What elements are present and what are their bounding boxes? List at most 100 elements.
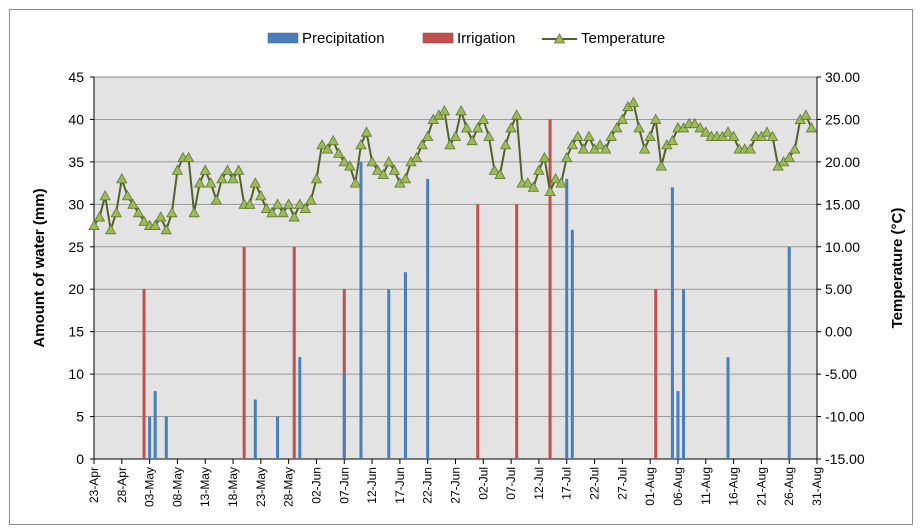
temperature-point bbox=[116, 173, 128, 184]
y-axis-title: Amount of water (mm) bbox=[31, 188, 48, 347]
x-tick-label: 23-May bbox=[254, 467, 268, 507]
temperature-point bbox=[216, 173, 228, 184]
x-tick-label: 23-Apr bbox=[87, 467, 101, 503]
precipitation-bar bbox=[387, 289, 391, 459]
legend-marker-temperature bbox=[553, 33, 566, 44]
temperature-point bbox=[210, 194, 223, 205]
temperature-point bbox=[522, 177, 534, 188]
precipitation-bar bbox=[148, 416, 152, 459]
x-tick-label: 12-Jul bbox=[532, 467, 546, 500]
x-tick-label: 02-Jun bbox=[309, 467, 323, 504]
temperature-point bbox=[688, 117, 701, 129]
precipitation-bar bbox=[359, 161, 363, 459]
temperature-point bbox=[583, 130, 595, 141]
temperature-point bbox=[121, 190, 134, 201]
temperature-point bbox=[533, 164, 545, 175]
temperature-point bbox=[366, 156, 378, 167]
temperature-point bbox=[149, 219, 161, 230]
temperature-point bbox=[594, 139, 606, 150]
y-tick-label: 15 bbox=[68, 324, 84, 340]
precipitation-bar bbox=[403, 272, 407, 459]
irrigation-bar bbox=[476, 204, 480, 459]
temperature-point bbox=[93, 211, 106, 222]
temperature-point bbox=[499, 139, 512, 150]
precipitation-bar bbox=[726, 357, 730, 459]
legend-swatch-precipitation bbox=[267, 32, 299, 44]
temperature-point bbox=[644, 130, 656, 141]
x-tick-label: 28-Apr bbox=[115, 467, 129, 503]
precipitation-bar bbox=[570, 229, 574, 459]
temperature-point bbox=[555, 177, 567, 188]
x-tick-label: 22-Jul bbox=[588, 467, 602, 500]
x-tick-label: 21-Aug bbox=[754, 467, 768, 506]
temperature-point bbox=[199, 164, 211, 175]
temperature-point bbox=[483, 130, 495, 141]
temperature-point bbox=[321, 143, 334, 154]
y-tick-label: 45 bbox=[68, 69, 84, 85]
temperature-point bbox=[544, 185, 556, 197]
temperature-point bbox=[188, 206, 200, 218]
precipitation-bar bbox=[253, 399, 257, 459]
precipitation-bar bbox=[426, 178, 430, 459]
x-tick-label: 27-Jul bbox=[615, 467, 629, 500]
temperature-point bbox=[505, 122, 517, 133]
temperature-point bbox=[127, 198, 139, 209]
temperature-point bbox=[249, 177, 261, 188]
temperature-point bbox=[488, 164, 501, 175]
x-tick-label: 16-Aug bbox=[727, 467, 741, 506]
temperature-point bbox=[255, 190, 267, 201]
x-tick-label: 22-Jun bbox=[421, 467, 435, 504]
temperature-point bbox=[377, 168, 389, 180]
legend-label-precipitation: Precipitation bbox=[302, 30, 385, 47]
temperature-point bbox=[744, 143, 756, 154]
x-tick-label: 13-May bbox=[198, 467, 212, 507]
temperature-point bbox=[349, 177, 362, 188]
y2-tick-label: 25.00 bbox=[825, 111, 860, 127]
temperature-point bbox=[310, 173, 323, 184]
temperature-point bbox=[577, 143, 590, 154]
temperature-point bbox=[494, 168, 506, 180]
temperature-point bbox=[566, 139, 578, 150]
temperature-point bbox=[138, 215, 150, 226]
temperature-point bbox=[789, 143, 801, 154]
y2-tick-label: 30.00 bbox=[825, 69, 860, 85]
temperature-point bbox=[455, 105, 467, 116]
y2-tick-label: -5.00 bbox=[825, 366, 857, 382]
temperature-point bbox=[650, 113, 662, 124]
temperature-point bbox=[627, 96, 640, 107]
temperature-point bbox=[510, 109, 523, 120]
temperature-point bbox=[160, 223, 172, 235]
temperature-point bbox=[416, 139, 428, 150]
temperature-point bbox=[722, 126, 734, 137]
temperature-point bbox=[383, 156, 395, 167]
temperature-point bbox=[472, 122, 484, 133]
temperature-point bbox=[110, 206, 122, 218]
x-tick-label: 07-Jul bbox=[504, 467, 518, 500]
temperature-point bbox=[449, 130, 462, 141]
temperature-point bbox=[277, 206, 289, 218]
temperature-point bbox=[805, 122, 818, 133]
temperature-point bbox=[360, 126, 373, 137]
irrigation-bar bbox=[292, 246, 296, 459]
temperature-point bbox=[633, 122, 645, 133]
chart-frame: 0 5 10 15 20 25 30 35 40 45 -15.00 -10.00 -5.00 0.00 5… bbox=[9, 9, 913, 525]
temperature-point bbox=[549, 173, 562, 184]
temperature-point bbox=[410, 151, 423, 163]
y-tick-label: 5 bbox=[76, 409, 84, 425]
temperature-point bbox=[761, 126, 773, 137]
temperature-point bbox=[477, 113, 489, 124]
temperature-point bbox=[694, 122, 706, 133]
temperature-point bbox=[132, 206, 145, 218]
x-tick-label: 11-Aug bbox=[699, 467, 713, 505]
temperature-point bbox=[266, 206, 278, 218]
temperature-point bbox=[527, 181, 540, 192]
temperature-point bbox=[288, 211, 300, 222]
temperature-point bbox=[327, 134, 339, 146]
temperature-point bbox=[99, 190, 111, 201]
temperature-point bbox=[466, 134, 478, 146]
temperature-point bbox=[205, 177, 217, 188]
legend-label-irrigation: Irrigation bbox=[457, 30, 515, 47]
x-tick-label: 08-May bbox=[170, 467, 184, 507]
irrigation-bar bbox=[548, 119, 552, 459]
x-tick-label: 26-Aug bbox=[782, 467, 796, 506]
